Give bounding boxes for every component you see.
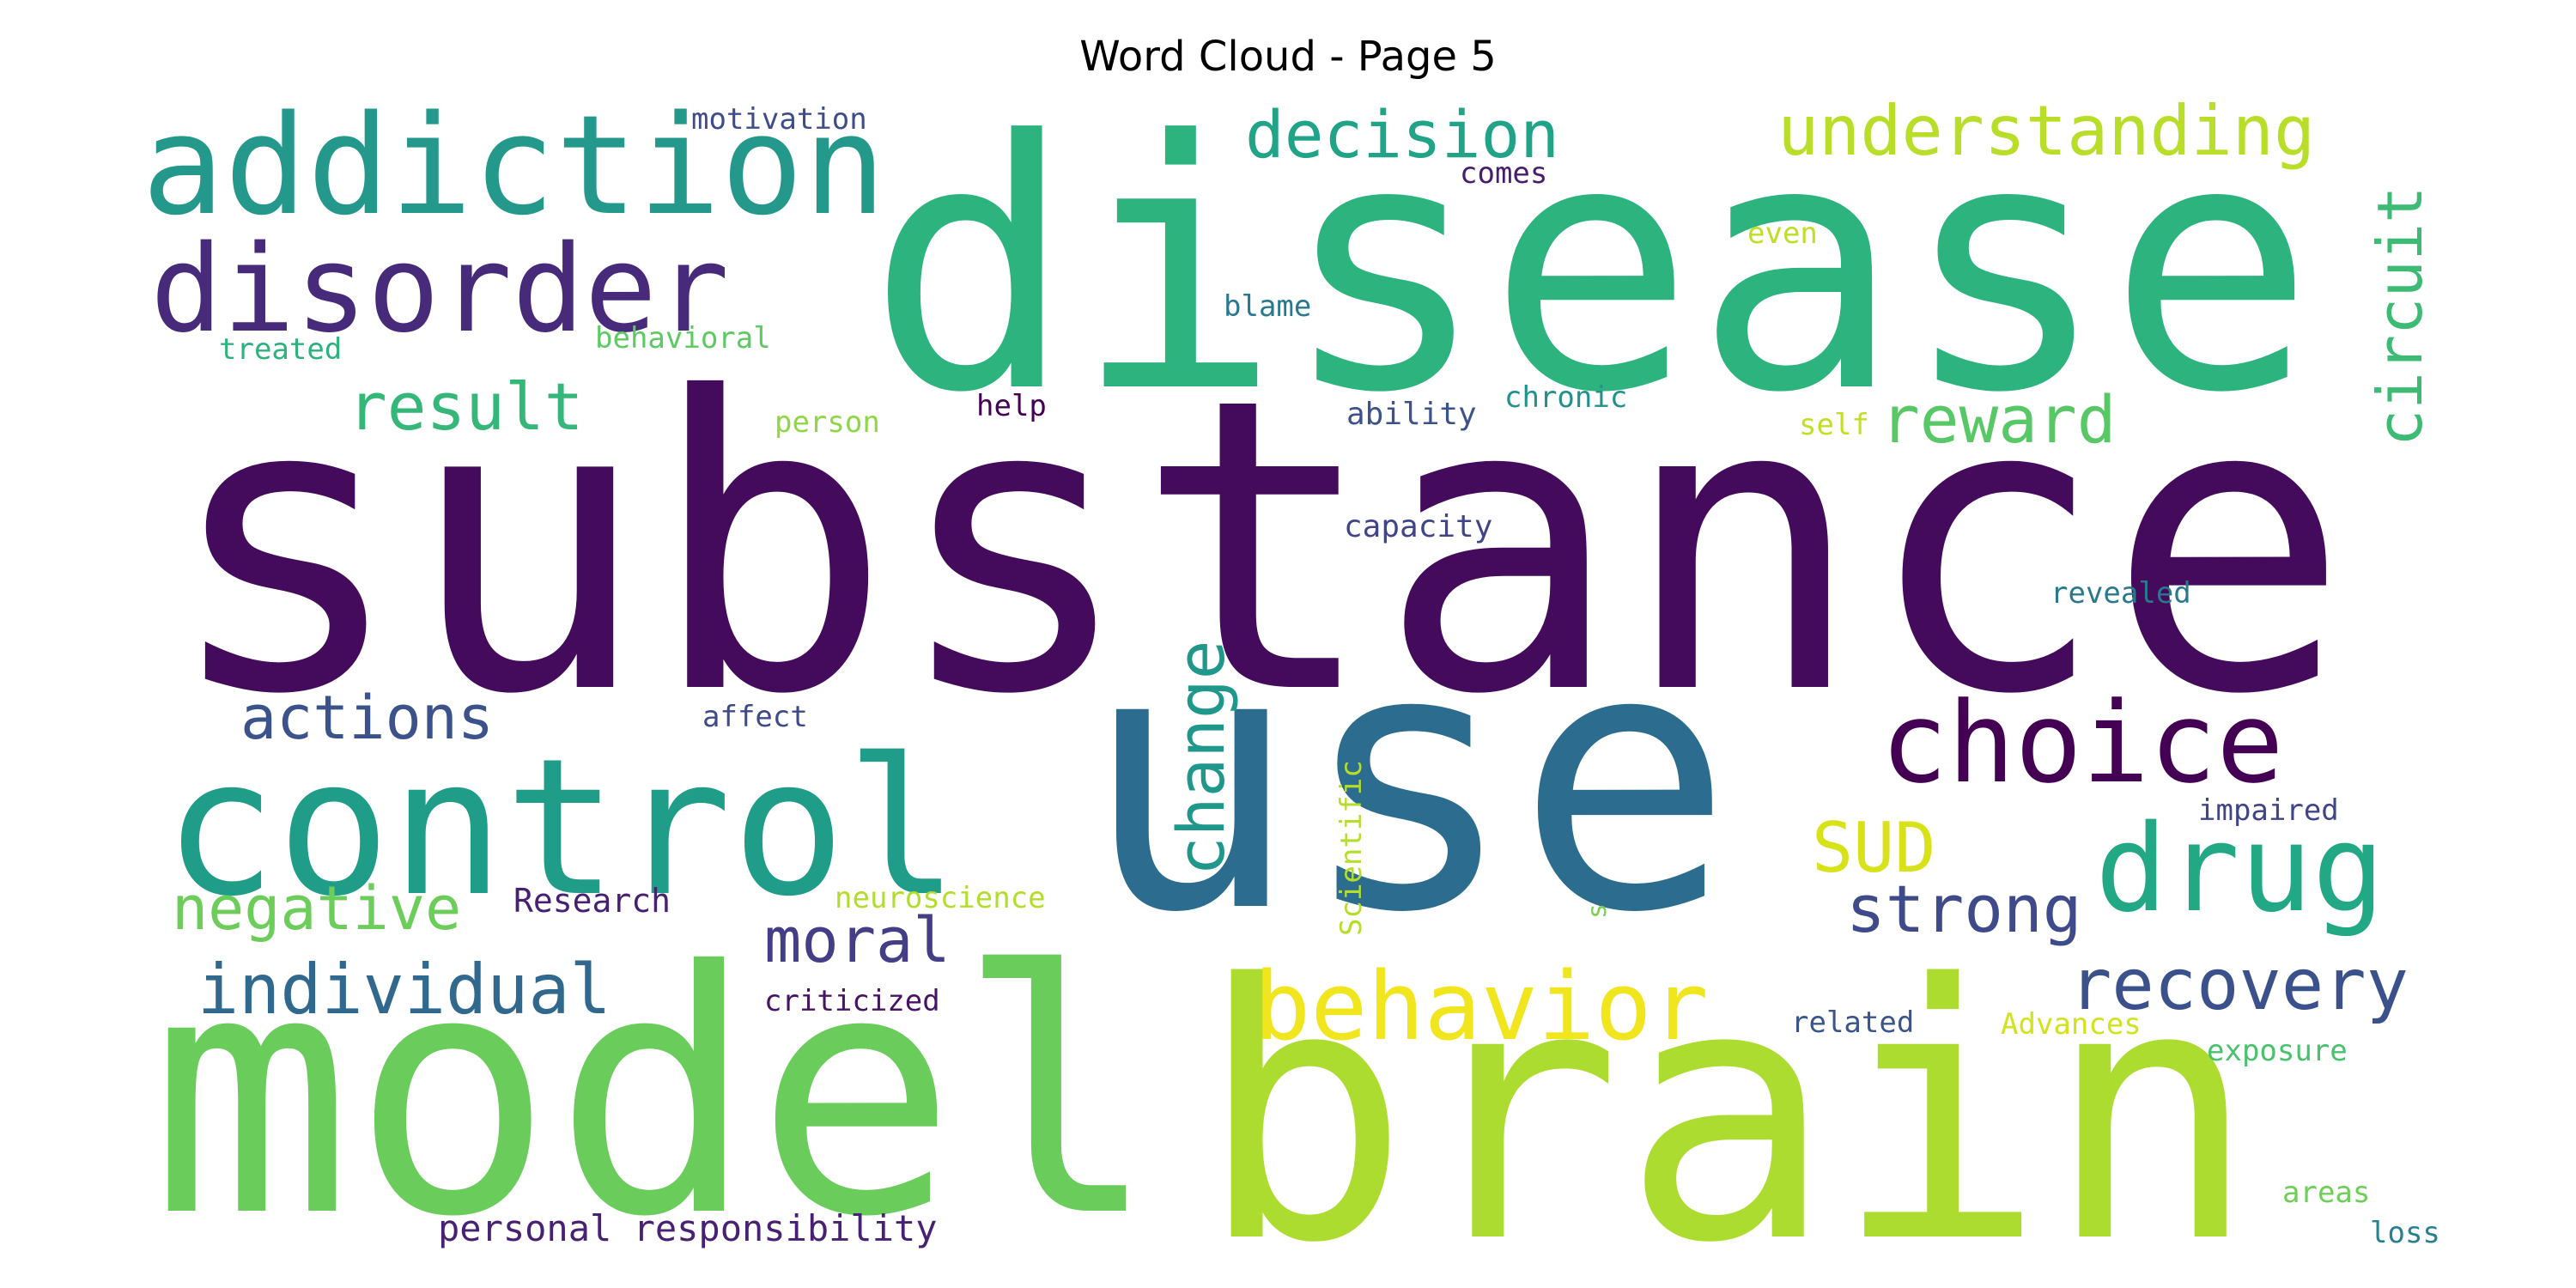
word-criticized: criticized <box>764 984 940 1018</box>
word-s: s <box>1583 903 1613 919</box>
word-reward: reward <box>1880 381 2117 458</box>
word-individual: individual <box>197 950 611 1030</box>
word-impaired: impaired <box>2198 793 2339 828</box>
word-capacity: capacity <box>1344 509 1492 544</box>
word-chronic: chronic <box>1504 380 1627 415</box>
word-loss: loss <box>2370 1216 2440 1250</box>
word-even: even <box>1747 216 1818 251</box>
word-behavior: behavior <box>1254 951 1709 1061</box>
word-model: model <box>150 900 1158 1288</box>
word-use: use <box>1082 572 1734 992</box>
word-moral: moral <box>764 904 951 976</box>
word-disease: disease <box>867 69 2315 468</box>
word-result: result <box>348 368 584 445</box>
page-title: Word Cloud - Page 5 <box>1079 33 1497 81</box>
word-substance: substance <box>163 313 2350 782</box>
word-related: related <box>1791 1005 1914 1040</box>
word-choice: choice <box>1880 677 2284 808</box>
word-personal-responsibility: personal responsibility <box>438 1207 938 1249</box>
word-circuit: circuit <box>2364 186 2436 447</box>
word-affect: affect <box>702 700 808 734</box>
word-blame: blame <box>1224 289 1311 324</box>
word-behavioral: behavioral <box>595 321 771 355</box>
word-advances: Advances <box>2001 1007 2142 1042</box>
word-comes: comes <box>1460 156 1547 191</box>
word-control: control <box>163 718 959 938</box>
word-negative: negative <box>172 873 461 944</box>
word-research: Research <box>513 882 671 920</box>
word-scientific: Scientific <box>1334 760 1369 936</box>
word-brain: brain <box>1198 909 2257 1288</box>
word-areas: areas <box>2282 1176 2370 1210</box>
word-self: self <box>1799 408 1869 442</box>
word-exposure: exposure <box>2207 1034 2348 1068</box>
word-ability: ability <box>1346 397 1477 432</box>
word-change: change <box>1163 640 1239 876</box>
word-help: help <box>976 389 1047 423</box>
word-motivation: motivation <box>691 102 867 137</box>
word-decision: decision <box>1245 96 1559 173</box>
word-drug: drug <box>2095 799 2385 939</box>
word-person: person <box>775 405 880 440</box>
word-sud: SUD <box>1812 808 1936 888</box>
word-revealed: revealed <box>2050 576 2191 611</box>
word-neuroscience: neuroscience <box>835 881 1046 915</box>
word-strong: strong <box>1846 871 2082 947</box>
word-addiction: addiction <box>142 85 886 246</box>
word-disorder: disorder <box>150 220 729 360</box>
word-understanding: understanding <box>1777 91 2315 171</box>
word-treated: treated <box>219 332 342 367</box>
word-actions: actions <box>240 683 494 753</box>
word-recovery: recovery <box>2069 945 2409 1026</box>
